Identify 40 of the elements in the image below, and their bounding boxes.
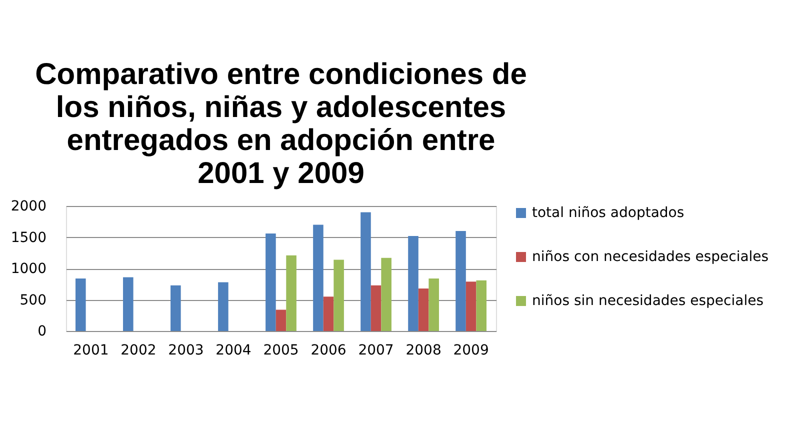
bar — [408, 236, 418, 331]
bar — [323, 296, 334, 331]
x-tick-label: 2004 — [216, 342, 252, 358]
y-tick-label: 1000 — [10, 261, 46, 277]
text: Comparativo entre condiciones de — [35, 58, 527, 91]
x-tick-label: 2001 — [73, 342, 109, 358]
bar — [313, 224, 324, 331]
x-tick-label: 2006 — [310, 342, 346, 358]
bar — [286, 255, 296, 331]
bar — [334, 260, 344, 331]
bar — [381, 258, 392, 331]
bar — [428, 278, 439, 331]
y-tick-label: 2000 — [10, 198, 46, 214]
x-tick-label: 2005 — [263, 342, 299, 358]
bar — [276, 310, 286, 331]
bar — [76, 278, 86, 331]
bar — [370, 285, 382, 331]
legend-label: niños sin necesidades especiales — [532, 293, 764, 309]
bar — [218, 282, 228, 331]
x-tick-label: 2009 — [453, 342, 489, 358]
bar — [170, 285, 181, 331]
bar — [360, 212, 371, 331]
y-tick-label: 1500 — [10, 230, 46, 246]
x-tick-label: 2007 — [358, 342, 394, 358]
x-tick-label: 2003 — [168, 342, 204, 358]
x-tick-label: 2008 — [406, 342, 442, 358]
bar — [123, 277, 134, 331]
bar — [456, 231, 466, 331]
text: los niños, niñas y adolescentes — [56, 91, 506, 124]
legend-label: niños con necesidades especiales — [532, 249, 769, 265]
bar — [476, 280, 486, 331]
bar — [466, 282, 476, 331]
x-tick-label: 2002 — [120, 342, 156, 358]
text: 2001 y 2009 — [198, 157, 364, 190]
text: entregados en adopción entre — [66, 124, 496, 157]
legend-label: total niños adoptados — [532, 205, 684, 221]
bar — [418, 288, 429, 331]
bar — [266, 234, 276, 331]
y-tick-label: 500 — [20, 292, 46, 308]
y-tick-label: 0 — [38, 324, 46, 340]
